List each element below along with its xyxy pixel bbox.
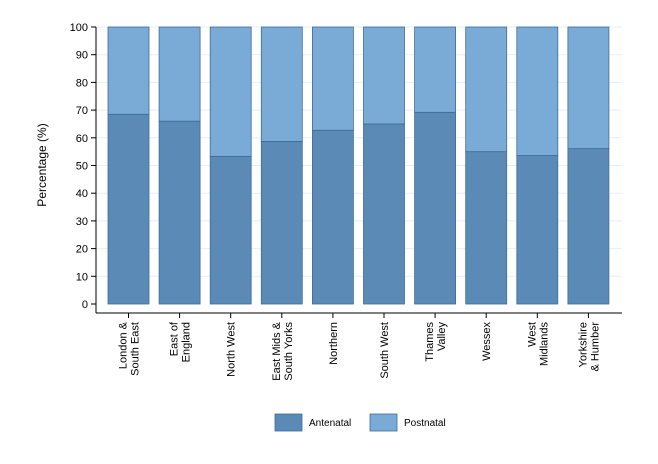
x-tick-label-line: Wessex xyxy=(481,322,493,361)
bar-antenatal xyxy=(567,148,610,305)
y-tick-label: 20 xyxy=(76,244,88,256)
y-tick-label: 60 xyxy=(76,133,88,145)
x-tick-label-line: London & xyxy=(118,321,130,369)
bar-postnatal xyxy=(465,26,508,153)
x-tick-label: Thames Valley xyxy=(424,322,448,362)
x-tick-label: Wessex xyxy=(481,322,493,361)
y-ticks: 0 10 20 30 40 50 60 70 80 90 100 xyxy=(70,22,96,311)
x-tick-label: North West xyxy=(226,322,238,377)
y-tick-label: 50 xyxy=(76,161,88,173)
bars xyxy=(107,26,610,305)
y-tick-label: 0 xyxy=(82,299,88,311)
bar-postnatal xyxy=(311,26,354,131)
legend: Antenatal Postnatal xyxy=(274,413,446,432)
y-tick-label: 90 xyxy=(76,50,88,62)
y-tick-label: 80 xyxy=(76,77,88,89)
x-tick-label-line: Northern xyxy=(328,322,340,365)
x-tick-label: South West xyxy=(379,322,391,379)
y-tick-label: 100 xyxy=(70,22,88,34)
y-tick-label: 70 xyxy=(76,105,88,117)
bar-postnatal xyxy=(516,26,559,156)
y-tick-label: 30 xyxy=(76,216,88,228)
x-tick-label-line: Valley xyxy=(436,322,448,352)
bar-antenatal xyxy=(209,155,252,305)
x-tick-label-line: Yorkshire xyxy=(577,322,589,367)
legend-swatch-antenatal xyxy=(274,413,303,432)
y-axis-title: Percentage (%) xyxy=(35,123,49,206)
x-tick-label-line: East of xyxy=(169,321,181,356)
bar-antenatal xyxy=(107,113,150,305)
bar-postnatal xyxy=(260,26,303,142)
y-tick-label: 10 xyxy=(76,271,88,283)
legend-label-antenatal: Antenatal xyxy=(309,418,351,429)
x-tick-label-line: Thames xyxy=(424,322,436,362)
bar-antenatal xyxy=(414,111,457,305)
x-tick-label: Yorkshire & Humber xyxy=(577,322,601,372)
x-tick-label: London & South East xyxy=(118,321,142,375)
x-tick-label-line: England xyxy=(181,322,193,362)
bar-antenatal xyxy=(465,151,508,305)
bar-antenatal xyxy=(516,155,559,305)
x-tick-label: East of England xyxy=(169,321,193,362)
x-tick-label: East Mids & South Yorks xyxy=(271,321,295,380)
x-tick-label: Northern xyxy=(328,322,340,365)
x-tick-label-line: East Mids & xyxy=(271,321,283,380)
x-tick-label-line: South East xyxy=(130,322,142,376)
axes xyxy=(95,27,622,314)
x-tick-label-line: Midlands xyxy=(538,322,550,367)
bar-antenatal xyxy=(158,120,201,305)
bar-postnatal xyxy=(107,26,150,115)
legend-swatch-postnatal xyxy=(369,413,398,432)
bar-antenatal xyxy=(363,123,405,305)
bar-postnatal xyxy=(209,26,252,157)
y-tick-label: 40 xyxy=(76,188,88,200)
bar-antenatal xyxy=(260,141,303,305)
bar-postnatal xyxy=(414,26,457,113)
x-tick-label-line: South West xyxy=(379,322,391,379)
x-tick-label-line: & Humber xyxy=(589,322,601,372)
bar-postnatal xyxy=(363,26,405,125)
bar-postnatal xyxy=(567,26,610,150)
bar-postnatal xyxy=(158,26,201,122)
bar-antenatal xyxy=(311,129,354,305)
legend-label-postnatal: Postnatal xyxy=(404,418,446,429)
x-tick-label-line: West xyxy=(526,322,538,347)
x-tick-label-line: South Yorks xyxy=(283,322,295,381)
x-tick-label: West Midlands xyxy=(526,322,550,367)
x-ticks: London & South East East of England North We… xyxy=(118,313,601,381)
x-tick-label-line: North West xyxy=(226,322,238,377)
